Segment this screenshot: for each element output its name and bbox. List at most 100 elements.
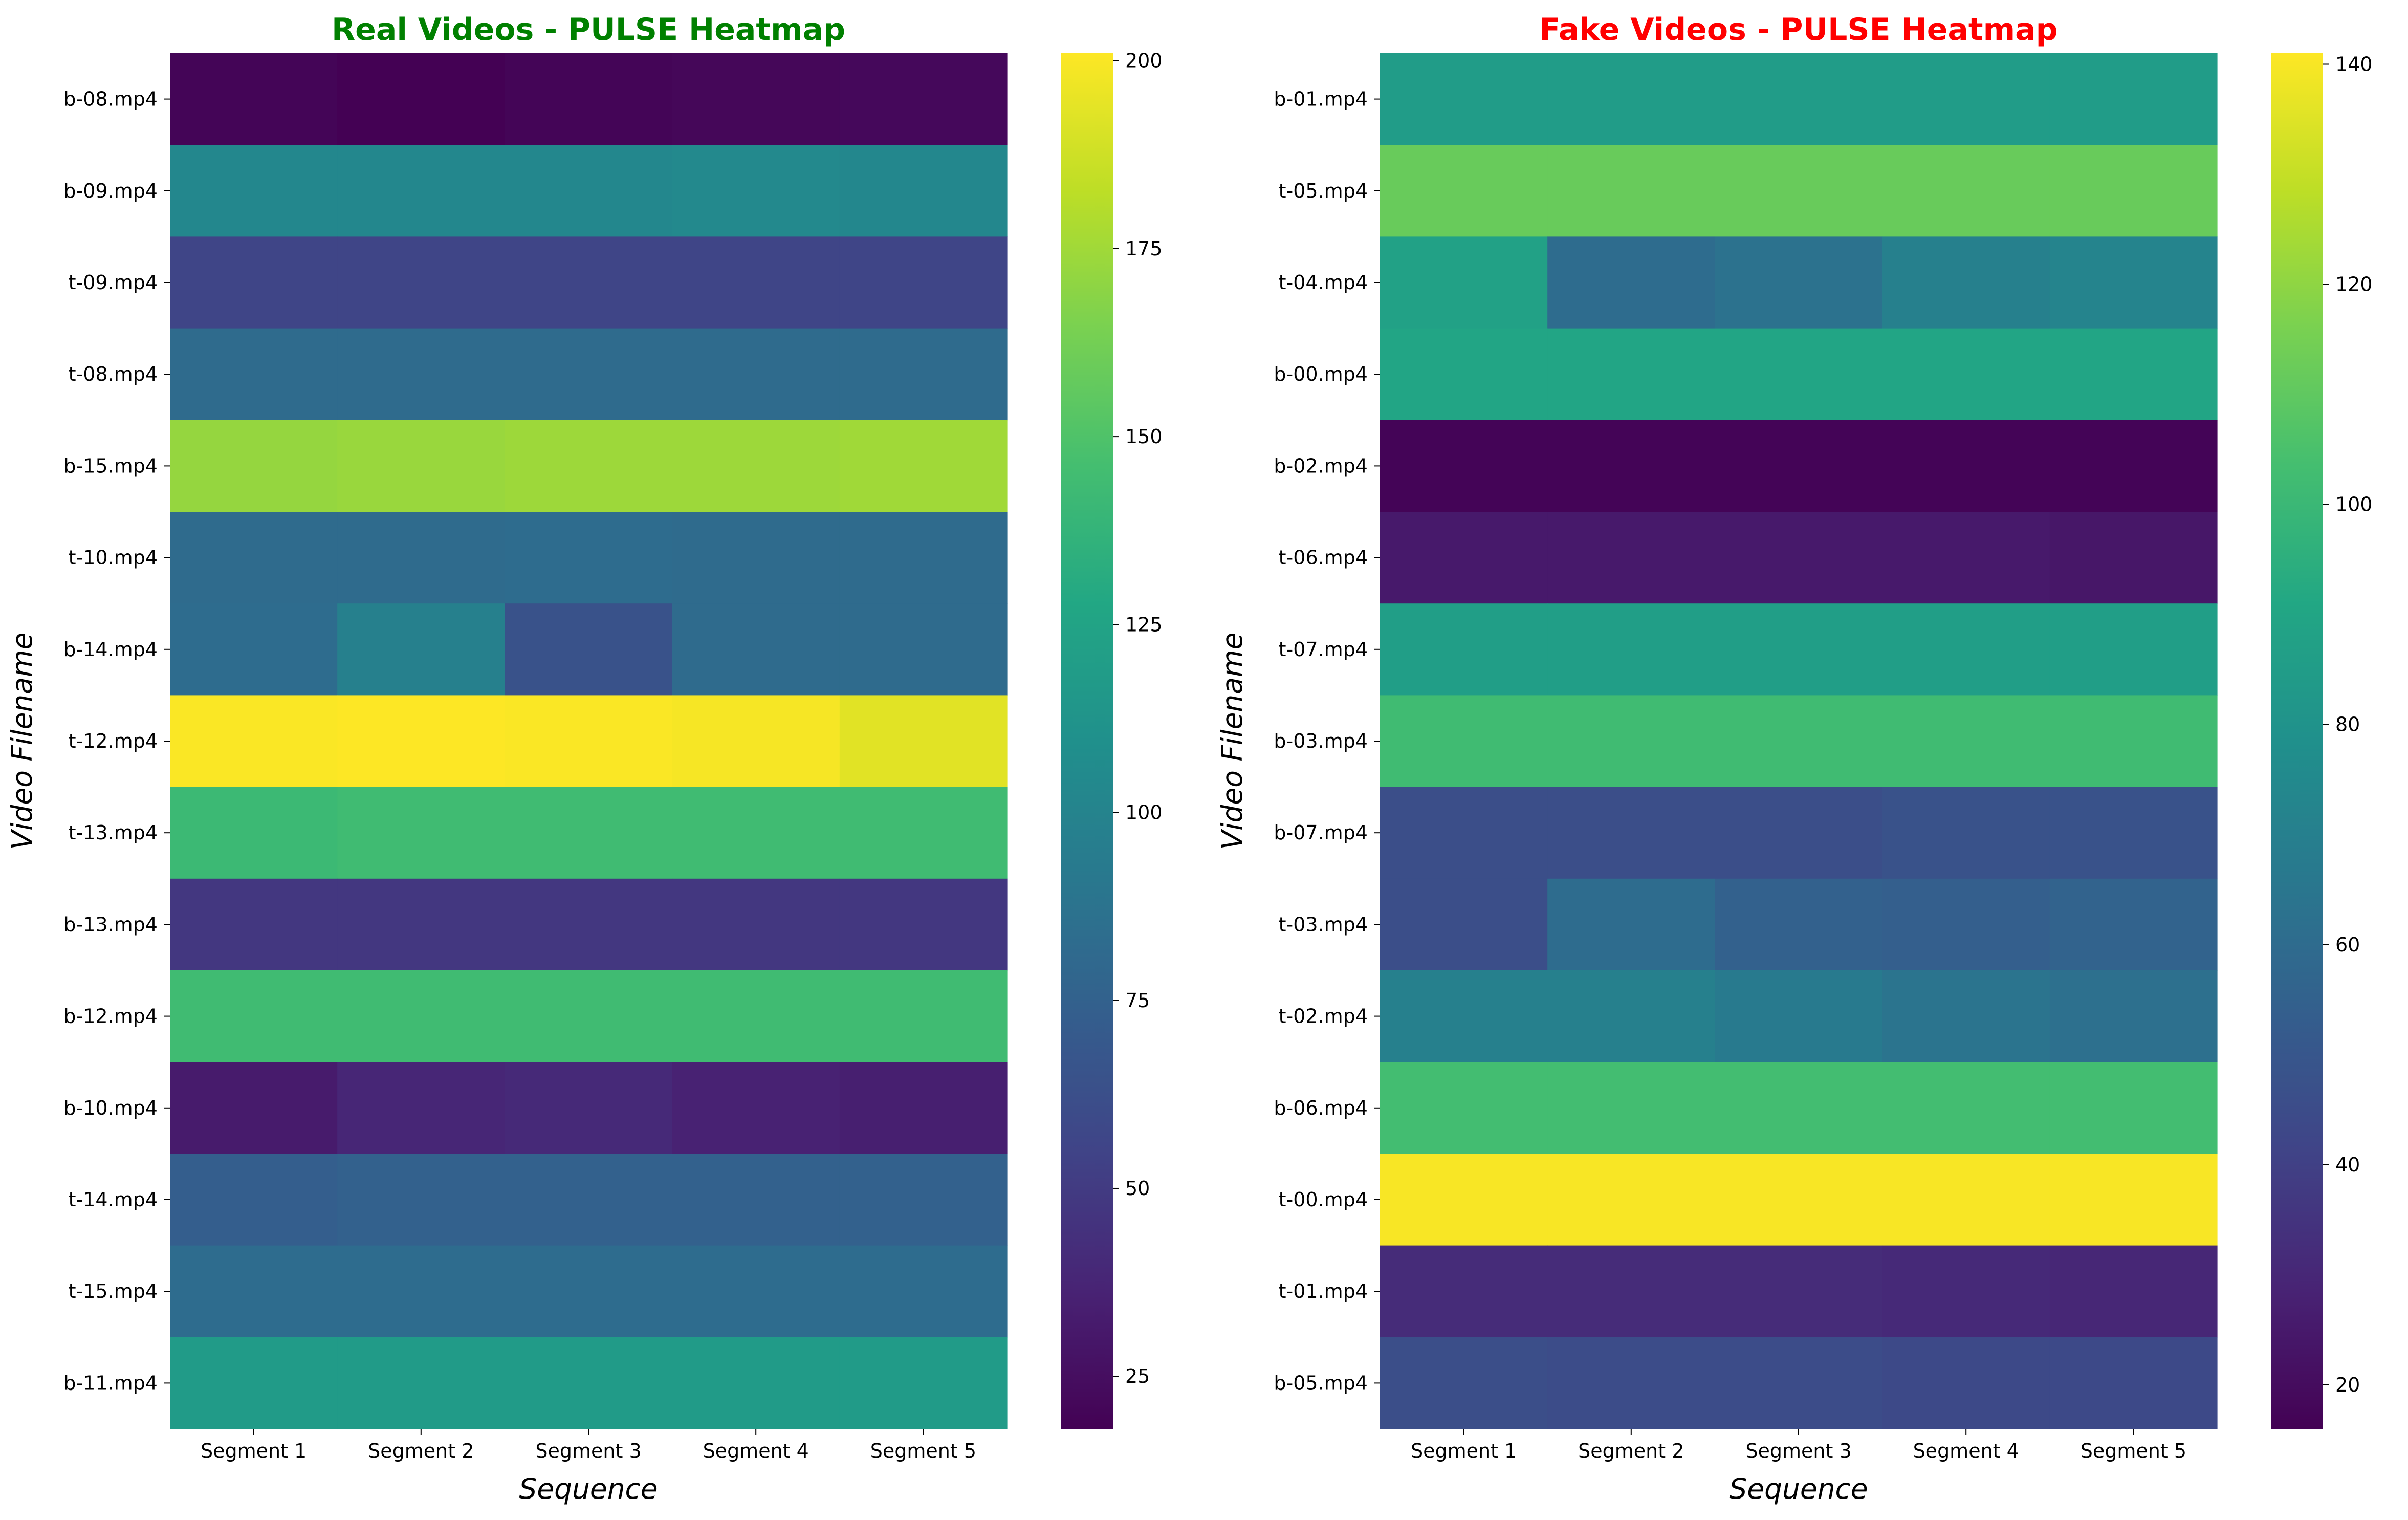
heatmap-cell (839, 328, 1008, 421)
y-tick-label: t-08.mp4 (69, 363, 158, 385)
y-tick-label: t-05.mp4 (1279, 180, 1368, 202)
heatmap-cell (337, 695, 505, 788)
heatmap-cell (1547, 53, 1715, 145)
heatmap-cell (1547, 236, 1715, 329)
y-tick-label: t-15.mp4 (69, 1280, 158, 1302)
heatmap-cell (337, 970, 505, 1062)
x-tick-label: Segment 2 (1578, 1440, 1684, 1462)
heatmap-cell (1547, 145, 1715, 237)
heatmap-cell (1380, 1337, 1548, 1429)
heatmap-cell (1380, 878, 1548, 971)
heatmap-cell (1547, 328, 1715, 421)
heatmap-panel-1: Real Videos - PULSE Heatmap b-08.mp4 b-09.… (6, 12, 1163, 1505)
y-tick-label: t-09.mp4 (69, 271, 158, 294)
heatmap-cell (2049, 512, 2218, 604)
heatmap-cell (2049, 53, 2218, 145)
x-tick-label: Segment 4 (1913, 1440, 2019, 1462)
heatmap-cell (1547, 787, 1715, 879)
y-tick-label: b-10.mp4 (63, 1097, 158, 1119)
heatmap-cell (505, 145, 673, 237)
x-tick-label: Segment 4 (703, 1440, 809, 1462)
x-tick-label: Segment 1 (201, 1440, 307, 1462)
heatmap-cell (1547, 970, 1715, 1062)
y-tick-label: b-13.mp4 (63, 913, 158, 936)
heatmap-cell (2049, 420, 2218, 512)
heatmap-cell (505, 328, 673, 421)
heatmap-cell (170, 1062, 338, 1154)
heatmap-cell (337, 1337, 505, 1429)
heatmap-cell (672, 53, 840, 145)
y-tick-label: t-13.mp4 (69, 821, 158, 844)
heatmap-cell (1715, 1245, 1883, 1338)
x-tick-label: Segment 5 (2081, 1440, 2186, 1462)
heatmap-cell (170, 328, 338, 421)
heatmap-cell (839, 603, 1008, 696)
heatmap-cell (1547, 695, 1715, 788)
heatmap-cell (1715, 695, 1883, 788)
heatmap-cell (337, 236, 505, 329)
heatmap-cell (505, 53, 673, 145)
y-tick-label: t-07.mp4 (1279, 638, 1368, 661)
y-tick-label: t-02.mp4 (1279, 1005, 1368, 1028)
heatmap-cell (2049, 1062, 2218, 1154)
heatmap-cell (1380, 420, 1548, 512)
heatmap-cell (1715, 787, 1883, 879)
colorbar-tick-label: 200 (1125, 50, 1163, 72)
heatmap-cell (505, 236, 673, 329)
y-tick-label: t-03.mp4 (1279, 913, 1368, 936)
heatmap-cell (170, 603, 338, 696)
heatmap-cell (1715, 420, 1883, 512)
heatmap-cell (672, 970, 840, 1062)
heatmap-cell (1882, 53, 2050, 145)
heatmap-cell (839, 420, 1008, 512)
heatmap-cell (839, 145, 1008, 237)
heatmap-cell (1882, 1062, 2050, 1154)
heatmap-cell (505, 512, 673, 604)
heatmap-cell (1547, 1062, 1715, 1154)
heatmap-cell (1882, 145, 2050, 237)
heatmap-panel-2: Fake Videos - PULSE Heatmap b-01.mp4 t-05.… (1216, 12, 2373, 1505)
heatmap-cell (672, 145, 840, 237)
heatmap-cell (337, 878, 505, 971)
heatmap-cell (672, 878, 840, 971)
y-tick-label: b-06.mp4 (1274, 1097, 1368, 1119)
heatmap-cell (1882, 878, 2050, 971)
colorbar-tick-label: 20 (2335, 1374, 2360, 1396)
y-tick-label: b-01.mp4 (1274, 88, 1368, 111)
x-tick-label: Segment 3 (1745, 1440, 1851, 1462)
heatmap-cell (839, 1154, 1008, 1246)
heatmap-cell (1380, 328, 1548, 421)
heatmap-cell (1380, 145, 1548, 237)
colorbar-tick-label: 100 (1125, 801, 1163, 824)
heatmap-cell (170, 1154, 338, 1246)
heatmap-cell (1380, 1245, 1548, 1338)
heatmap-cell (170, 695, 338, 788)
heatmap-cell (170, 1245, 338, 1338)
heatmap-cell (505, 1245, 673, 1338)
heatmap-cell (1715, 1337, 1883, 1429)
colorbar-tick-label: 40 (2335, 1154, 2360, 1176)
colorbar-tick-label: 150 (1125, 425, 1163, 448)
heatmap-cell (1882, 1245, 2050, 1338)
heatmap-cell (1715, 878, 1883, 971)
heatmap-cell (839, 970, 1008, 1062)
heatmap-cell (505, 1154, 673, 1246)
colorbar (2271, 53, 2323, 1429)
heatmap-cell (1547, 878, 1715, 971)
heatmap-cell (672, 328, 840, 421)
heatmap-cell (1380, 1154, 1548, 1246)
heatmap-cell (672, 603, 840, 696)
heatmap-cell (1715, 970, 1883, 1062)
heatmap-cell (1380, 695, 1548, 788)
y-tick-label: b-11.mp4 (63, 1372, 158, 1394)
heatmap-cell (1547, 1154, 1715, 1246)
y-tick-label: b-02.mp4 (1274, 454, 1368, 477)
heatmap-cell (1882, 420, 2050, 512)
heatmap-cell (1547, 420, 1715, 512)
heatmap-cell (170, 1337, 338, 1429)
x-tick-label: Segment 5 (870, 1440, 976, 1462)
heatmap-cell (337, 603, 505, 696)
y-tick-label: t-06.mp4 (1279, 547, 1368, 569)
heatmap-cell (505, 1062, 673, 1154)
